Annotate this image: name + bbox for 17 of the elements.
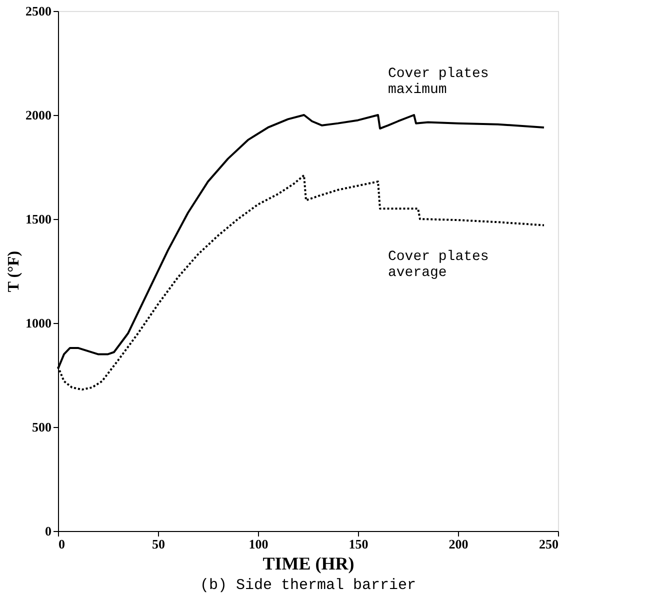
x-tick-label: 150	[348, 536, 368, 552]
x-tick-label: 50	[152, 536, 165, 552]
x-tick-label: 0	[58, 536, 65, 552]
y-tick-label: 1500	[26, 212, 52, 226]
annotation: Cover plates average	[388, 249, 489, 281]
annotation: Cover plates maximum	[388, 66, 489, 98]
y-tick-label: 2000	[26, 108, 52, 122]
y-tick-label: 2500	[26, 4, 52, 18]
x-tick-label: 250	[539, 536, 558, 552]
y-tick-label: 0	[45, 524, 52, 538]
x-axis-title: TIME (HR)	[262, 554, 354, 574]
x-tick-label: 200	[448, 536, 468, 552]
y-tick-label: 500	[32, 420, 52, 434]
y-tick-label: 1000	[26, 316, 52, 330]
y-axis-title: T (°F)	[6, 250, 22, 292]
text: (b) Side thermal barrier	[200, 577, 416, 594]
x-tick-label: 100	[248, 536, 268, 552]
